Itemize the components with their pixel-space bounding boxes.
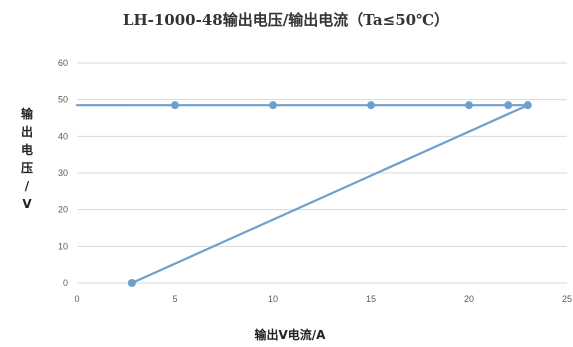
y-axis-label-char: V	[22, 197, 32, 211]
y-tick-label-50: 50	[58, 95, 68, 105]
data-point-s1-6	[523, 101, 532, 110]
y-tick-label-20: 20	[58, 205, 68, 215]
y-axis-label-char: /	[25, 179, 30, 193]
x-axis-label: 输出V电流/A	[255, 327, 327, 342]
y-axis-label-char: 出	[21, 124, 33, 139]
y-tick-label-60: 60	[58, 58, 68, 68]
y-tick-label-10: 10	[58, 241, 68, 251]
y-tick-label-30: 30	[58, 168, 68, 178]
y-tick-label-0: 0	[63, 278, 68, 288]
data-point-s1-5	[504, 101, 513, 110]
data-point-s2-0	[127, 279, 136, 287]
y-axis-label-char: 压	[21, 161, 33, 175]
y-axis-label: 输出电压 / V	[21, 106, 34, 211]
x-tick-label-15: 15	[366, 294, 376, 304]
gridlines	[77, 62, 567, 284]
chart-title: LH-1000-48输出电压/输出电流（Ta≤50℃）	[123, 11, 449, 29]
x-tick-label-0: 0	[74, 294, 79, 304]
x-tick-label-10: 10	[268, 294, 278, 304]
series-line-2	[130, 104, 529, 285]
data-point-s1-1	[171, 101, 179, 110]
x-tick-label-20: 20	[464, 294, 474, 304]
x-tick-labels: 0 5 10 15 20 25	[74, 294, 572, 304]
series-group	[75, 101, 532, 287]
data-point-s1-4	[465, 101, 473, 110]
y-tick-label-40: 40	[58, 131, 68, 141]
x-tick-label-25: 25	[562, 294, 572, 304]
data-point-s1-2	[269, 101, 277, 110]
x-tick-label-5: 5	[172, 294, 177, 304]
y-axis-label-char: 输	[21, 106, 34, 121]
data-point-s1-3	[367, 101, 375, 110]
y-axis-label-char: 电	[21, 142, 33, 157]
y-tick-labels: 0 10 20 30 40 50 60	[58, 58, 68, 288]
